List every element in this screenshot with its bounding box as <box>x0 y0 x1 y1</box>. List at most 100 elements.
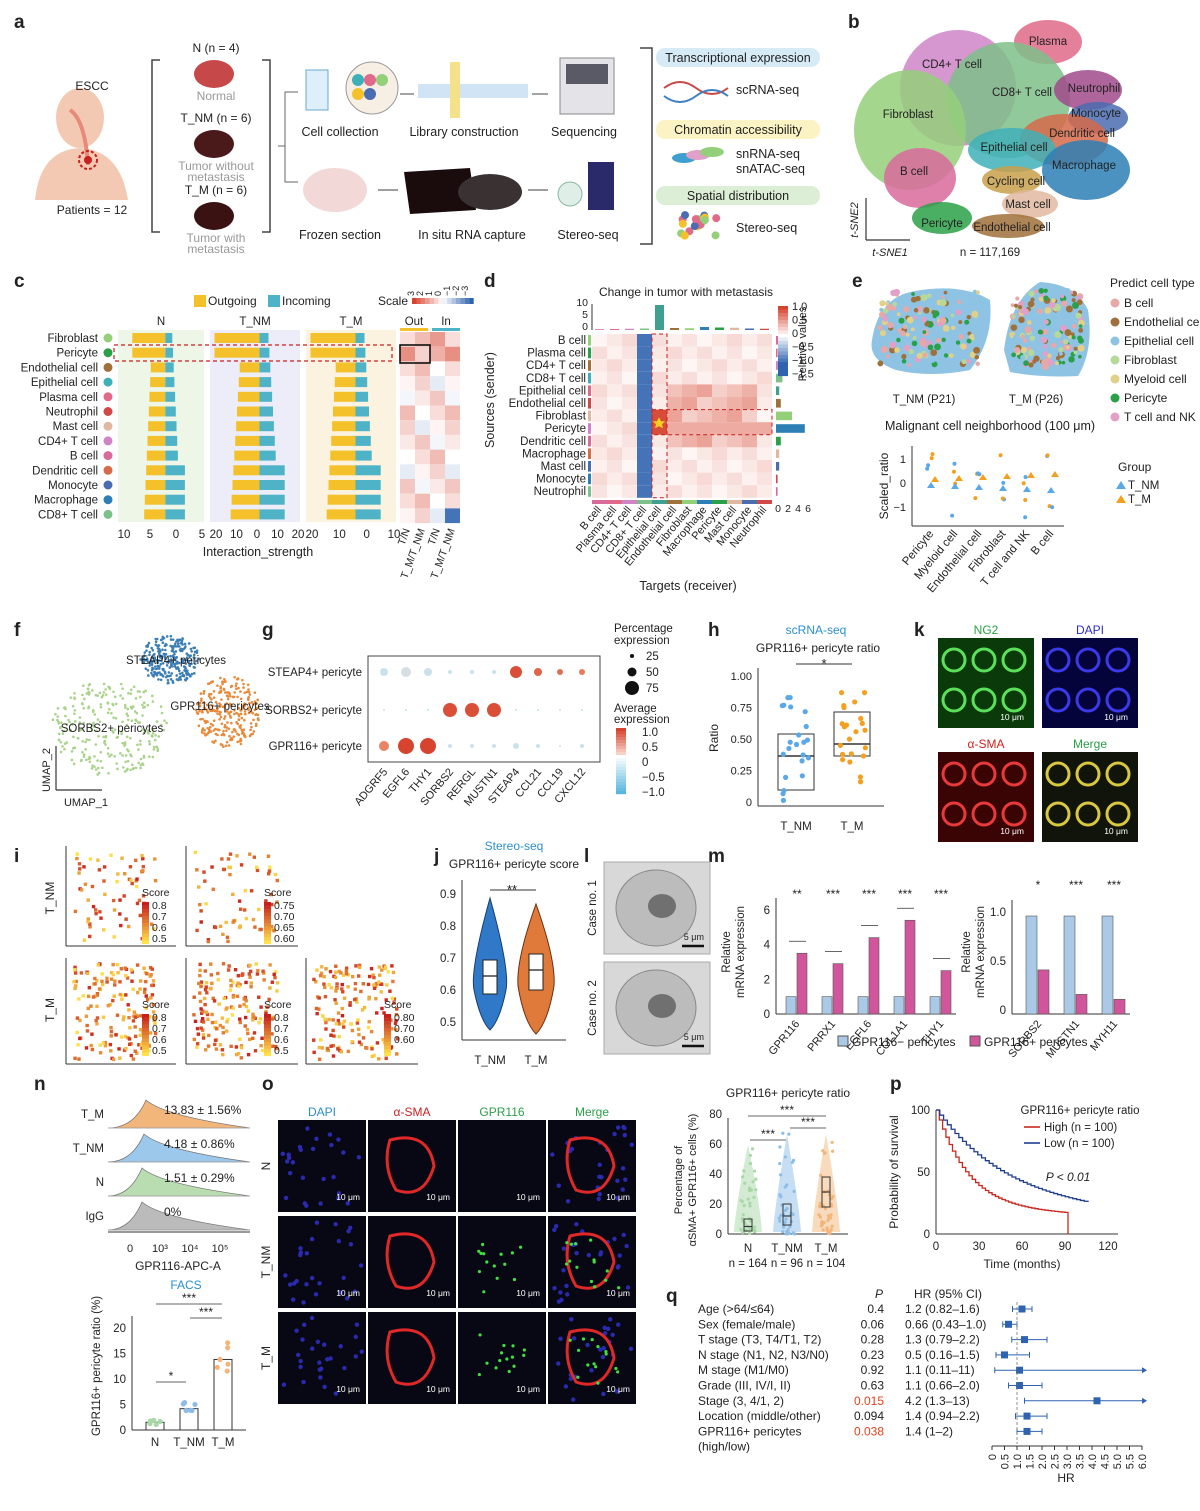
o-violin-1 <box>773 1134 801 1232</box>
h-point <box>859 720 865 726</box>
o-point <box>829 1204 833 1208</box>
f-point <box>170 649 174 653</box>
f-point <box>200 731 204 734</box>
f-point <box>90 767 94 770</box>
i-spot <box>370 1047 374 1051</box>
m-right-tick-0: 1.0 <box>990 907 1006 919</box>
i-spot <box>210 865 214 869</box>
i-legend-tick: 0.5 <box>152 1045 167 1057</box>
f-point <box>256 706 259 710</box>
m-left-sig-2: *** <box>862 887 876 901</box>
bar-incoming <box>259 421 274 432</box>
d-cell <box>742 397 757 410</box>
o-point <box>826 1214 831 1218</box>
f-point <box>227 712 230 715</box>
f-point <box>131 705 135 708</box>
bar-outgoing <box>150 362 166 373</box>
cluster-blob-7 <box>968 128 1056 172</box>
d-row-swatch <box>588 423 591 434</box>
e-spot <box>1032 359 1037 364</box>
o-nucleus <box>603 1331 608 1336</box>
f-point <box>98 691 102 695</box>
f-point <box>160 711 164 715</box>
o-nucleus <box>317 1367 322 1372</box>
bar-outgoing <box>332 421 356 432</box>
o-nucleus <box>342 1365 347 1371</box>
d-top-tick-1: 5 <box>582 309 588 321</box>
i-spot <box>117 1047 121 1051</box>
k-channel-1: DAPI <box>1076 623 1104 637</box>
heat-cell <box>400 479 415 494</box>
i-legend-tick: 0.65 <box>274 922 295 934</box>
f-point <box>222 745 225 749</box>
o-nucleus <box>287 1282 293 1287</box>
f-point <box>142 706 145 709</box>
g-row-label-1: SORBS2+ pericyte <box>265 705 362 717</box>
o-nucleus <box>313 1292 319 1297</box>
heat-cell <box>445 420 460 435</box>
e-spot <box>1040 293 1045 298</box>
d-cell <box>682 346 697 360</box>
i-spot <box>120 997 124 1001</box>
n-bar-2 <box>213 1358 233 1431</box>
e-spot <box>1071 335 1076 340</box>
i-score-label-4: Score <box>384 999 412 1011</box>
f-point <box>251 711 255 715</box>
q-row-p-8: 0.038 <box>854 1424 884 1438</box>
i-spot <box>118 898 122 902</box>
q-x-tick-2: 1.0 <box>1012 1454 1024 1469</box>
g-colorbar <box>616 779 626 783</box>
f-point <box>160 723 163 727</box>
i-spot <box>339 971 343 975</box>
i-spot <box>213 1038 218 1043</box>
heat-cell <box>415 464 430 479</box>
i-spot <box>238 1020 243 1025</box>
f-point <box>113 728 117 731</box>
f-point <box>218 705 222 708</box>
f-point <box>106 746 110 750</box>
f-point <box>233 709 236 712</box>
d-top-bar-7 <box>700 327 709 330</box>
i-spot <box>216 978 221 982</box>
m-right-tick-1: 0.5 <box>990 956 1006 968</box>
i-spot <box>333 997 337 1002</box>
i-colorbar <box>264 919 271 924</box>
f-point <box>158 655 162 659</box>
i-spot <box>203 1002 207 1007</box>
e-spot <box>1027 349 1035 357</box>
f-point <box>112 690 115 694</box>
bar-outgoing <box>329 465 356 476</box>
o-gpr116-dot <box>481 1242 485 1247</box>
i-spot <box>96 858 100 862</box>
o-nucleus <box>283 1195 289 1201</box>
d-col-swatch <box>637 500 652 504</box>
box-2 <box>656 186 820 205</box>
h-y-label: Ratio <box>707 724 721 752</box>
f-point <box>161 648 164 651</box>
h-point <box>839 721 845 727</box>
f-point <box>127 691 130 695</box>
e-spot <box>933 331 938 336</box>
o-gpr116-dot <box>616 1370 620 1374</box>
i-spot <box>122 894 126 898</box>
f-point <box>208 706 211 709</box>
i-spot <box>74 979 78 984</box>
e-spot <box>1022 338 1028 343</box>
spatial-dot <box>712 214 721 223</box>
o-scale: 10 μm <box>336 1192 360 1202</box>
f-point <box>126 718 130 722</box>
o-gpr116-dot <box>510 1251 515 1255</box>
c-xtick: 10 <box>230 529 243 541</box>
i-spot <box>336 1047 340 1051</box>
k-cell <box>1105 687 1131 713</box>
e-spot <box>975 290 980 295</box>
o-gpr116-dot <box>593 1285 597 1289</box>
g-dot <box>534 668 542 676</box>
f-point <box>213 709 216 712</box>
bar-incoming <box>259 509 285 520</box>
m-left-gene-1: PRRX1 <box>806 1018 839 1054</box>
d-cell <box>742 371 757 385</box>
f-point <box>129 692 133 695</box>
i-spot <box>193 1019 198 1024</box>
i-spot <box>346 1049 351 1054</box>
